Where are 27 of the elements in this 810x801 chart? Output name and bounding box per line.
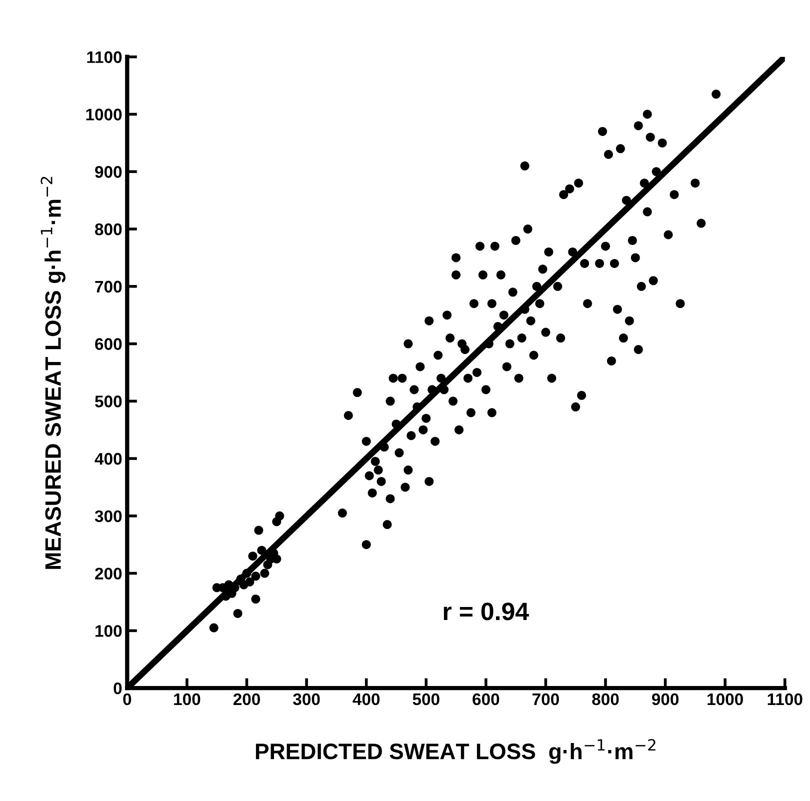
x-tick-label: 300 — [293, 693, 320, 706]
x-tick-label: 900 — [652, 693, 679, 706]
x-tick-label: 1000 — [708, 693, 743, 706]
y-tick-label: 200 — [95, 568, 122, 580]
x-tick-label: 0 — [123, 693, 132, 706]
x-tick-label: 400 — [352, 693, 380, 706]
x-tick-label: 700 — [532, 693, 559, 706]
y-tick-label: 400 — [94, 452, 122, 465]
x-tick-label: 100 — [174, 693, 200, 706]
x-axis-title: PREDICTED SWEAT LOSS g·h$^{−1}$·m$^{−2}$ — [256, 739, 656, 764]
x-tick-label: 800 — [592, 693, 619, 706]
y-tick-label: 500 — [95, 396, 122, 408]
y-tick-label: 0 — [114, 682, 122, 694]
y-axis-title: MEASURED SWEAT LOSS g·h$^{−1}$·m$^{−2}$ — [40, 176, 66, 569]
y-tick-label: 700 — [95, 280, 122, 293]
x-tick-label: 500 — [412, 693, 440, 706]
x-tick-label: 600 — [472, 693, 500, 706]
y-tick-label: 800 — [95, 223, 122, 236]
x-tick-label: 1100 — [768, 693, 802, 706]
y-tick-label: 100 — [96, 625, 122, 637]
y-tick-label: 300 — [94, 510, 122, 522]
y-tick-label: 600 — [95, 338, 122, 350]
x-tick-label: 200 — [233, 693, 260, 706]
annotation: r = 0.94 — [444, 602, 529, 620]
y-tick-label: 1100 — [87, 51, 122, 64]
y-tick-label: 900 — [95, 166, 122, 178]
y-tick-label: 1000 — [86, 108, 122, 120]
